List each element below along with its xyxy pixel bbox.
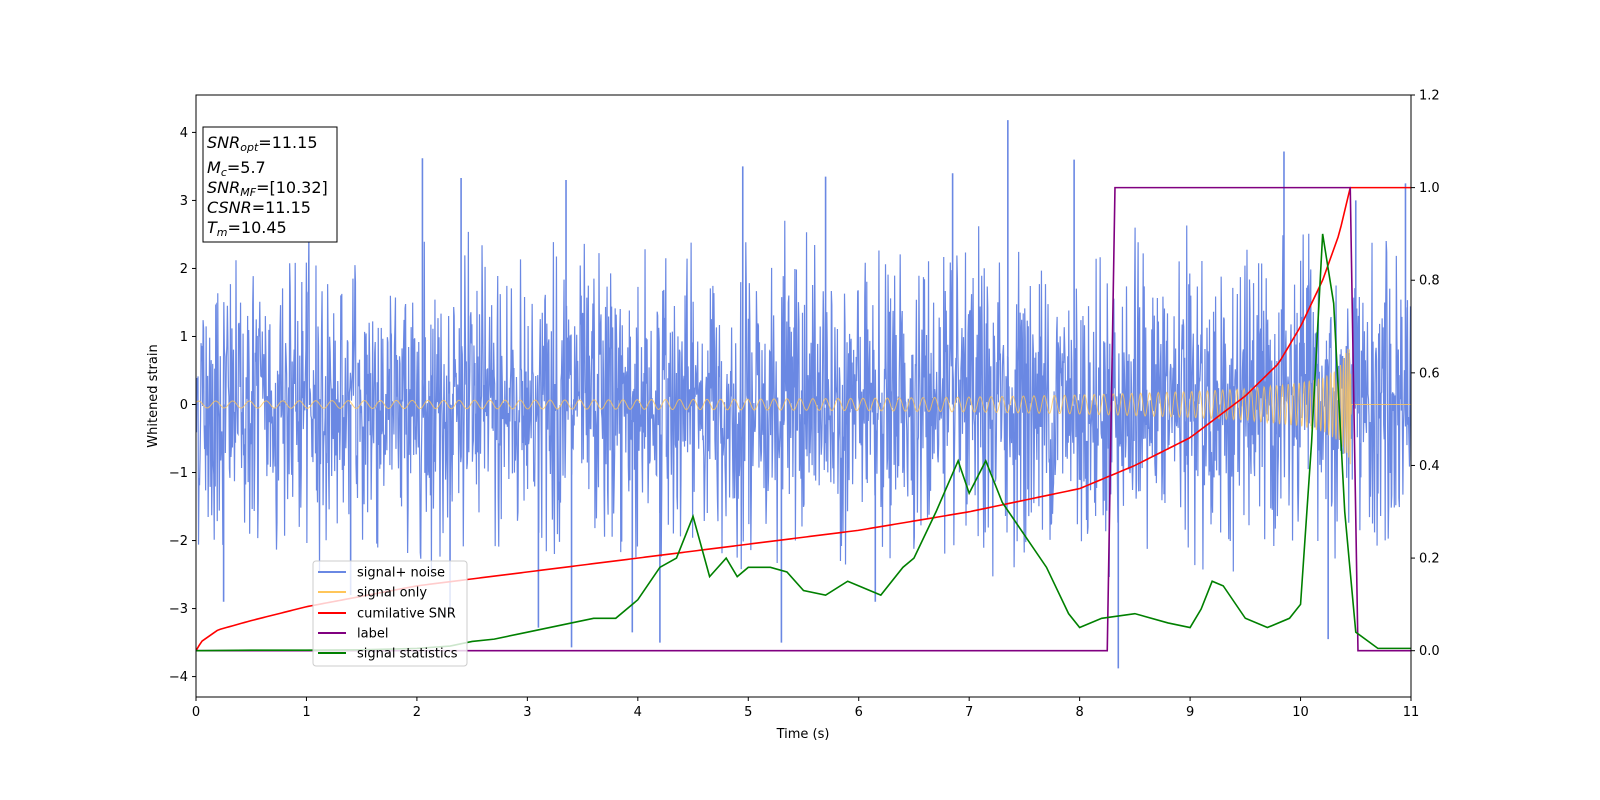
y-right-tick-label: 1.2 (1419, 89, 1440, 104)
annotation-frame (202, 126, 338, 243)
y-tick-label: 0 (180, 398, 188, 413)
annotation-subscript: opt (240, 141, 259, 154)
y-tick-label: 1 (180, 330, 188, 345)
y-right-tick-label: 0.8 (1419, 274, 1440, 289)
annotation-line: SNRMF=[10.32] (207, 178, 328, 199)
legend-label: signal+ noise (357, 566, 445, 581)
y-axis-left: −4 −3 −2 −1 0 1 2 3 4 (169, 126, 196, 685)
y-right-tick-label: 0.2 (1419, 552, 1440, 567)
x-tick-label: 11 (1403, 705, 1420, 720)
annotation-line: Tm=10.45 (207, 218, 287, 239)
annotation-symbol: M (207, 158, 221, 177)
y-right-tick-label: 0.6 (1419, 366, 1440, 381)
plot-frame (195, 94, 1412, 698)
legend: signal+ noise signal only cumilative SNR la… (312, 560, 468, 667)
y-tick-label: −4 (169, 670, 188, 685)
y-right-tick-label: 0.0 (1419, 644, 1440, 659)
annotation-subscript: MF (240, 186, 256, 199)
y-right-tick-label: 1.0 (1419, 181, 1440, 196)
annotation-value: =5.7 (227, 158, 266, 177)
annotation-subscript: m (217, 226, 228, 239)
x-tick-label: 8 (1075, 705, 1083, 720)
annotation-symbol: SNR (207, 133, 240, 152)
x-tick-label: 2 (413, 705, 421, 720)
annotation-value: =11.15 (252, 198, 311, 217)
x-tick-label: 1 (302, 705, 310, 720)
x-axis: 0 1 2 3 4 5 6 7 8 9 10 11 (192, 697, 1419, 720)
series-label-line (196, 186, 1411, 652)
annotation-value: =[10.32] (256, 178, 328, 197)
annotation-subscript: c (221, 166, 227, 179)
annotation-symbol: SNR (207, 178, 240, 197)
y-axis-right: 0.0 0.2 0.4 0.6 0.8 1.0 1.2 (1411, 89, 1440, 659)
legend-label: signal statistics (357, 647, 458, 662)
y-right-tick-label: 0.4 (1419, 459, 1440, 474)
legend-frame (312, 560, 468, 667)
x-tick-label: 4 (634, 705, 642, 720)
x-tick-label: 5 (744, 705, 752, 720)
x-tick-label: 7 (965, 705, 973, 720)
annotation-value: =10.45 (228, 218, 287, 237)
y-tick-label: −3 (169, 602, 188, 617)
x-tick-label: 10 (1292, 705, 1309, 720)
x-tick-label: 9 (1186, 705, 1194, 720)
annotation-line: CSNR=11.15 (207, 198, 311, 217)
y-tick-label: 3 (180, 194, 188, 209)
series-signal-statistics-line (196, 233, 1411, 652)
x-axis-label: Time (s) (776, 727, 830, 742)
annotation-symbol: T (207, 218, 218, 237)
annotation-symbol: CSNR (207, 198, 252, 217)
annotation-line: SNRopt=11.15 (207, 133, 318, 154)
x-tick-label: 3 (523, 705, 531, 720)
annotation-line: Mc=5.7 (207, 158, 266, 179)
legend-label: cumilative SNR (357, 607, 456, 622)
series-signal-noise-line (196, 220, 1411, 578)
series-signal-only-line (196, 348, 1411, 465)
y-axis-label: Whitened strain (146, 344, 161, 447)
y-tick-label: 4 (180, 126, 188, 141)
y-tick-label: −1 (169, 466, 188, 481)
annotation-value: =11.15 (258, 133, 317, 152)
x-tick-label: 0 (192, 705, 200, 720)
legend-label: label (357, 627, 388, 642)
legend-label: signal only (357, 586, 427, 601)
y-tick-label: 2 (180, 262, 188, 277)
x-tick-label: 6 (855, 705, 863, 720)
y-tick-label: −2 (169, 534, 188, 549)
parameter-annotation-box: SNRopt=11.15Mc=5.7SNRMF=[10.32]CSNR=11.1… (202, 126, 338, 243)
